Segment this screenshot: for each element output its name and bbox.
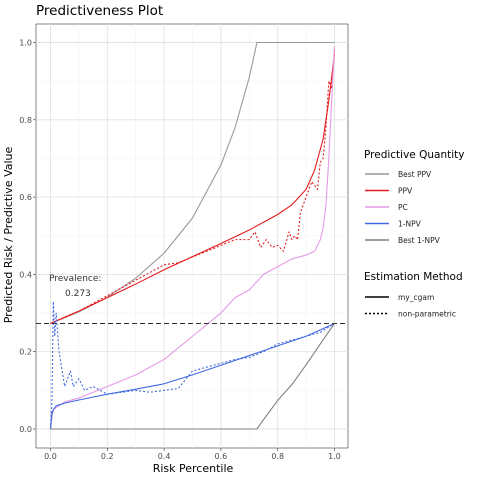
legend-label-best-ppv: Best PPV — [398, 170, 432, 179]
x-axis-label: Risk Percentile — [153, 462, 234, 475]
y-axis-label: Predicted Risk / Predictive Value — [2, 146, 15, 323]
series-lines — [49, 41, 336, 430]
y-tick-label: 0.8 — [19, 116, 32, 125]
y-tick-label: 0.2 — [19, 348, 32, 357]
legend-label-non-parametric: non-parametric — [398, 310, 456, 319]
x-tick-label: 1.0 — [328, 452, 341, 461]
x-tick-label: 0.6 — [215, 452, 228, 461]
chart-title: Predictiveness Plot — [36, 3, 163, 19]
prevalence-annotation-label: Prevalence: — [49, 274, 101, 284]
x-tick-label: 0.8 — [271, 452, 284, 461]
legend-title-method: Estimation Method — [364, 271, 463, 283]
legend-label-1-npv: 1-NPV — [398, 220, 422, 229]
series-line-pc-my-cgam — [49, 46, 336, 430]
y-tick-label: 0.4 — [19, 270, 32, 279]
axes: 0.0 0.2 0.4 0.6 0.8 1.0 0.0 0.2 0.4 0.6 0.8 1.0 — [19, 39, 341, 462]
y-tick-label: 1.0 — [19, 39, 32, 48]
x-tick-label: 0.4 — [158, 452, 171, 461]
legend: Predictive Quantity Estimation Method Be… — [364, 149, 464, 319]
series-line-ppv-my-cgam — [50, 54, 336, 324]
legend-label-pc: PC — [398, 203, 408, 212]
series-line-best-1-npv-my-cgam — [50, 323, 335, 430]
y-tick-label: 0.6 — [19, 193, 32, 202]
legend-label-ppv: PPV — [398, 187, 413, 196]
legend-label-my-cgam: my_cgam — [398, 293, 434, 302]
series-line-1-npv-non-parametric — [49, 300, 335, 430]
legend-title-quantity: Predictive Quantity — [364, 149, 464, 161]
x-tick-label: 0.2 — [101, 452, 114, 461]
legend-label-best-1-npv: Best 1-NPV — [398, 236, 441, 245]
grid-lines — [36, 24, 348, 448]
y-tick-label: 0.0 — [19, 425, 32, 434]
x-tick-label: 0.0 — [44, 452, 57, 461]
prevalence-annotation-value: 0.273 — [65, 289, 91, 299]
